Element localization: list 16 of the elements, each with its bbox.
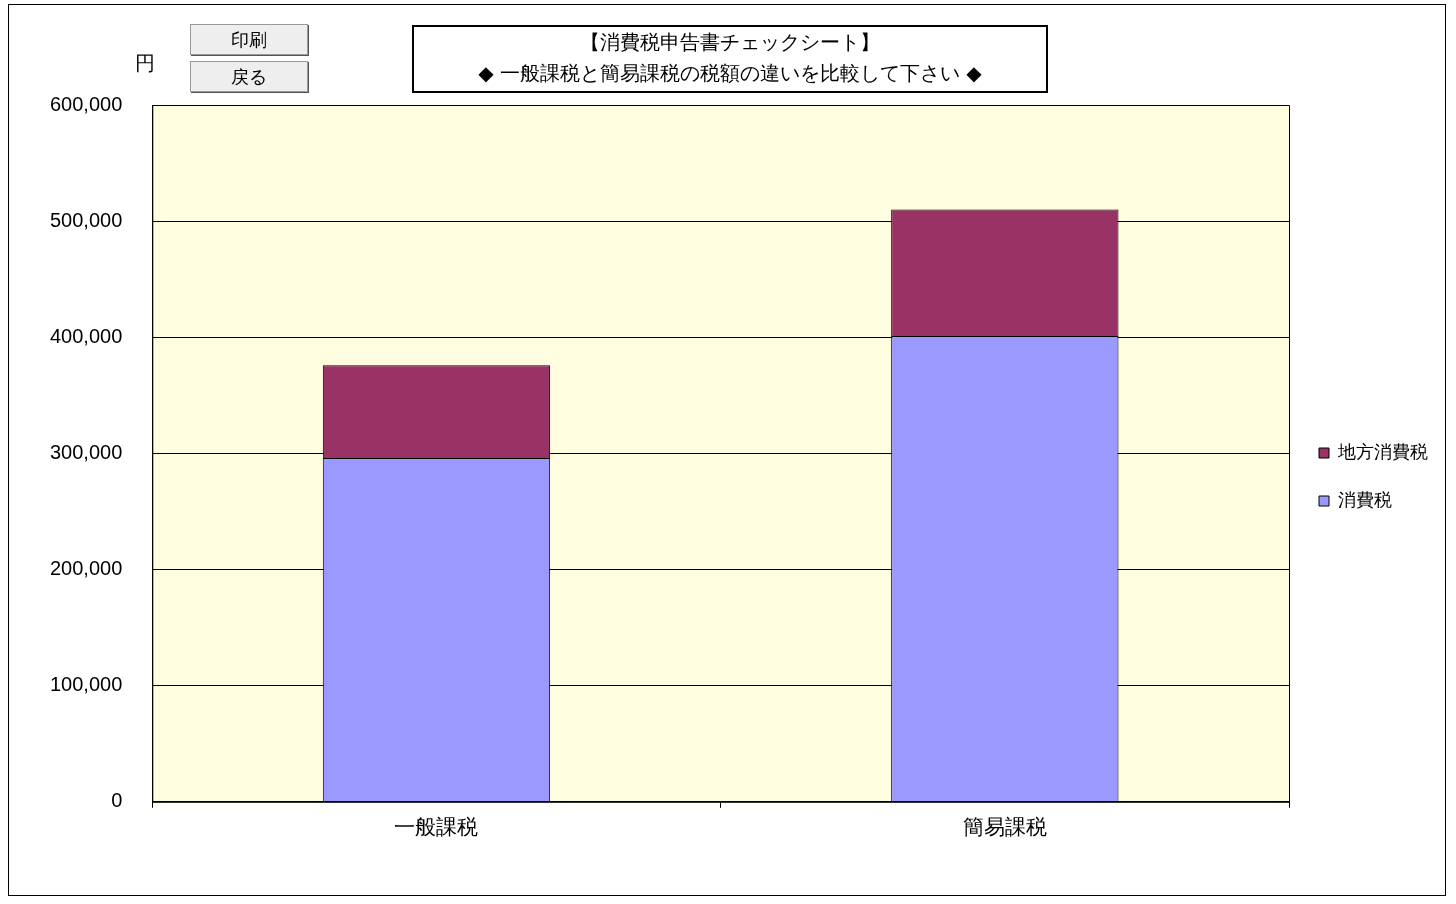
legend-label: 消費税 bbox=[1338, 489, 1392, 510]
x-tick-label: 一般課税 bbox=[394, 815, 479, 839]
text: 印刷 bbox=[190, 24, 308, 55]
x-tick-label: 簡易課税 bbox=[962, 815, 1047, 839]
y-tick-label: 200,000 bbox=[50, 557, 123, 580]
legend-label: 地方消費税 bbox=[1337, 441, 1428, 462]
chart-title: 【消費税申告書チェックシート】 bbox=[579, 29, 881, 56]
y-tick-label: 300,000 bbox=[50, 440, 123, 463]
y-axis-title: 円 bbox=[135, 51, 155, 75]
y-tick-label: 100,000 bbox=[50, 673, 123, 696]
y-tick-label: 600,000 bbox=[50, 92, 123, 115]
text: 戻る bbox=[190, 61, 308, 92]
y-tick-label: 400,000 bbox=[50, 324, 123, 347]
chart-subtitle: ◆ 一般課税と簡易課税の税額の違いを比較して下さい ◆ bbox=[477, 60, 983, 87]
y-tick-label: 0 bbox=[111, 789, 123, 812]
y-tick-label: 500,000 bbox=[50, 208, 123, 231]
